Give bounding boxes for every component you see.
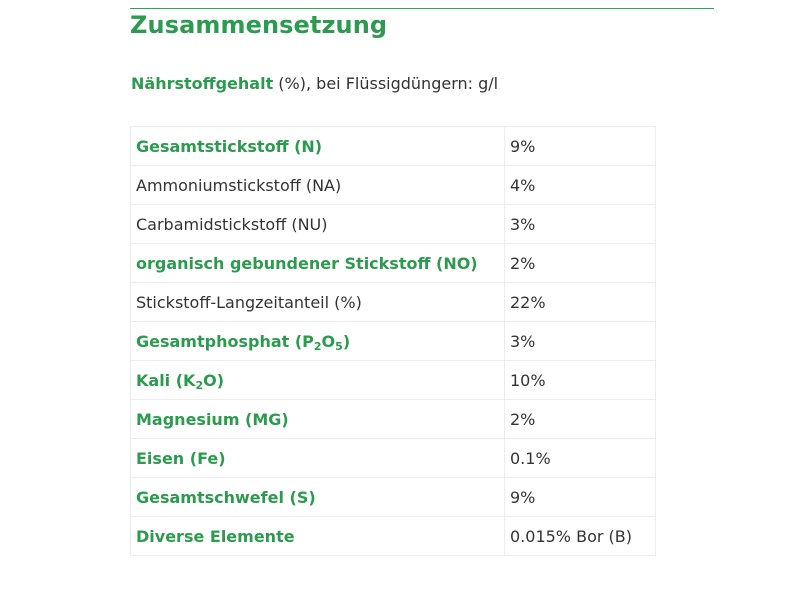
subscript: 2	[313, 339, 322, 353]
nutrient-value: 3%	[504, 204, 656, 244]
nutrient-name: Kali (K2O)	[130, 360, 505, 400]
nutrient-value: 22%	[504, 282, 656, 322]
nutrient-name: Gesamtschwefel (S)	[130, 477, 505, 517]
name-part: O	[321, 331, 336, 351]
table-row: Kali (K2O) 10%	[130, 360, 656, 400]
name-part: Gesamtphosphat (P	[136, 331, 314, 351]
nutrient-name: Gesamtstickstoff (N)	[130, 126, 505, 166]
page-title: Zusammensetzung	[130, 11, 388, 39]
name-part: O)	[203, 370, 225, 390]
nutrient-value: 0.1%	[504, 438, 656, 478]
nutrient-name: organisch gebundener Stickstoff (NO)	[130, 243, 505, 283]
table-row: Carbamidstickstoff (NU) 3%	[130, 204, 656, 244]
table-row: Magnesium (MG) 2%	[130, 399, 656, 439]
nutrient-value: 10%	[504, 360, 656, 400]
nutrient-value: 9%	[504, 477, 656, 517]
nutrient-value: 2%	[504, 399, 656, 439]
composition-table: Gesamtstickstoff (N) 9% Ammoniumsticksto…	[130, 126, 656, 556]
table-row: Stickstoff-Langzeitanteil (%) 22%	[130, 282, 656, 322]
nutrient-name: Ammoniumstickstoff (NA)	[130, 165, 505, 205]
table-row: Eisen (Fe) 0.1%	[130, 438, 656, 478]
nutrient-name: Gesamtphosphat (P2O5)	[130, 321, 505, 361]
nutrient-name: Magnesium (MG)	[130, 399, 505, 439]
subscript: 2	[195, 378, 204, 392]
nutrient-name: Diverse Elemente	[130, 516, 505, 556]
nutrient-content-subheading: Nährstoffgehalt (%), bei Flüssigdüngern:…	[131, 74, 498, 93]
nutrient-value: 9%	[504, 126, 656, 166]
nutrient-value: 2%	[504, 243, 656, 283]
table-row: Ammoniumstickstoff (NA) 4%	[130, 165, 656, 205]
name-part: )	[342, 331, 351, 351]
subscript: 5	[335, 339, 343, 353]
table-row: Diverse Elemente 0.015% Bor (B)	[130, 516, 656, 556]
table-row: Gesamtschwefel (S) 9%	[130, 477, 656, 517]
nutrient-value: 3%	[504, 321, 656, 361]
nutrient-content-label: Nährstoffgehalt	[131, 74, 274, 93]
nutrient-name: Stickstoff-Langzeitanteil (%)	[130, 282, 505, 322]
nutrient-value: 4%	[504, 165, 656, 205]
nutrient-name: Carbamidstickstoff (NU)	[130, 204, 505, 244]
unit-note: (%), bei Flüssigdüngern: g/l	[273, 74, 499, 93]
table-row: Gesamtphosphat (P2O5) 3%	[130, 321, 656, 361]
nutrient-value: 0.015% Bor (B)	[504, 516, 656, 556]
table-row: organisch gebundener Stickstoff (NO) 2%	[130, 243, 656, 283]
table-row: Gesamtstickstoff (N) 9%	[130, 126, 656, 166]
top-divider	[130, 8, 714, 9]
name-part: Kali (K	[136, 370, 196, 390]
nutrient-name: Eisen (Fe)	[130, 438, 505, 478]
